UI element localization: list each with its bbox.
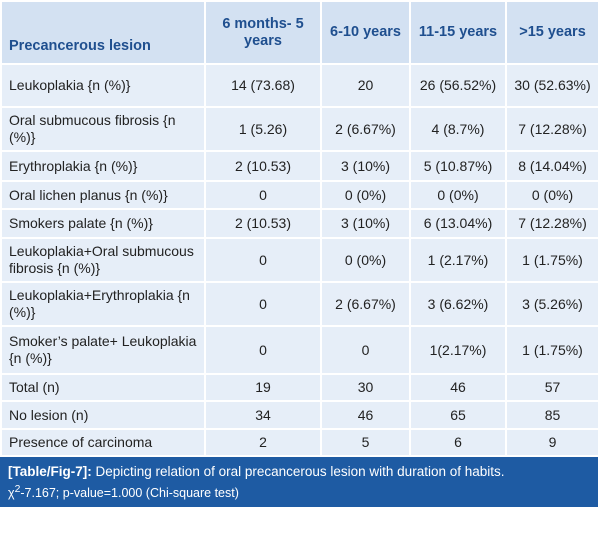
row-label: Leukoplakia {n (%)} <box>0 63 206 108</box>
cell: 8 (14.04%) <box>505 150 598 182</box>
cell: 2 (10.53) <box>204 208 322 239</box>
caption-text: Depicting relation of oral precancerous … <box>95 464 505 479</box>
cell: 4 (8.7%) <box>409 106 507 152</box>
table-row: Presence of carcinoma 2 5 6 9 <box>0 428 598 457</box>
table: Precancerous lesion 6 months- 5 years 6-10… <box>0 0 598 457</box>
cell: 34 <box>204 400 322 430</box>
row-label: Erythroplakia {n (%)} <box>0 150 206 182</box>
cell: 46 <box>320 400 411 430</box>
row-label: Presence of carcinoma <box>0 428 206 457</box>
cell: 46 <box>409 373 507 402</box>
cell: 6 (13.04%) <box>409 208 507 239</box>
cell: 3 (6.62%) <box>409 281 507 327</box>
cell: 1 (5.26) <box>204 106 322 152</box>
cell: 5 (10.87%) <box>409 150 507 182</box>
table-row: Leukoplakia+Erythroplakia {n (%)} 0 2 (6.6… <box>0 281 598 327</box>
cell: 20 <box>320 63 411 108</box>
cell: 1(2.17%) <box>409 325 507 375</box>
caption-stat: χ2-7.167; p-value=1.000 (Chi-square test… <box>8 484 239 501</box>
row-label: Oral lichen planus {n (%)} <box>0 180 206 210</box>
cell: 2 (10.53) <box>204 150 322 182</box>
caption: [Table/Fig-7]: Depicting relation of ora… <box>0 457 598 507</box>
cell: 0 <box>204 180 322 210</box>
cell: 2 (6.67%) <box>320 106 411 152</box>
cell: 0 <box>204 281 322 327</box>
cell: 1 (1.75%) <box>505 325 598 375</box>
cell: 85 <box>505 400 598 430</box>
cell: 2 <box>204 428 322 457</box>
cell: 0 (0%) <box>409 180 507 210</box>
cell: 3 (5.26%) <box>505 281 598 327</box>
table-row: Smoker’s palate+ Leukoplakia {n (%)} 0 0 1(… <box>0 325 598 375</box>
cell: 2 (6.67%) <box>320 281 411 327</box>
header-cell: 11-15 years <box>409 0 507 65</box>
cell: 0 (0%) <box>320 237 411 283</box>
row-label: Oral submucous fibrosis {n (%)} <box>0 106 206 152</box>
cell: 9 <box>505 428 598 457</box>
cell: 1 (2.17%) <box>409 237 507 283</box>
cell: 3 (10%) <box>320 150 411 182</box>
row-label: Smoker’s palate+ Leukoplakia {n (%)} <box>0 325 206 375</box>
table-row: Oral lichen planus {n (%)} 0 0 (0%) 0 (0%) 0… <box>0 180 598 210</box>
cell: 0 (0%) <box>320 180 411 210</box>
row-label: Smokers palate {n (%)} <box>0 208 206 239</box>
table-row: Smokers palate {n (%)} 2 (10.53) 3 (10%) 6 … <box>0 208 598 239</box>
cell: 30 <box>320 373 411 402</box>
header-cell: 6-10 years <box>320 0 411 65</box>
table-row: Leukoplakia+Oral submucous fibrosis {n (… <box>0 237 598 283</box>
cell: 1 (1.75%) <box>505 237 598 283</box>
cell: 0 (0%) <box>505 180 598 210</box>
header-cell: Precancerous lesion <box>0 0 206 65</box>
cell: 0 <box>320 325 411 375</box>
cell: 0 <box>204 237 322 283</box>
table-row: Leukoplakia {n (%)} 14 (73.68) 20 26 (56.52… <box>0 63 598 108</box>
cell: 0 <box>204 325 322 375</box>
cell: 6 <box>409 428 507 457</box>
cell: 5 <box>320 428 411 457</box>
row-label: Leukoplakia+Oral submucous fibrosis {n (… <box>0 237 206 283</box>
stat-text: -7.167; p-value=1.000 (Chi-square test) <box>20 486 239 501</box>
table-row: Erythroplakia {n (%)} 2 (10.53) 3 (10%) 5 (… <box>0 150 598 182</box>
cell: 57 <box>505 373 598 402</box>
header-row: Precancerous lesion 6 months- 5 years 6-10… <box>0 0 598 65</box>
cell: 7 (12.28%) <box>505 208 598 239</box>
caption-label: [Table/Fig-7]: <box>8 464 92 479</box>
stat-sup: 2 <box>14 484 21 495</box>
cell: 65 <box>409 400 507 430</box>
table-row: No lesion (n) 34 46 65 85 <box>0 400 598 430</box>
cell: 26 (56.52%) <box>409 63 507 108</box>
cell: 7 (12.28%) <box>505 106 598 152</box>
stat-symbol: χ <box>8 486 15 501</box>
row-label: Leukoplakia+Erythroplakia {n (%)} <box>0 281 206 327</box>
cell: 19 <box>204 373 322 402</box>
cell: 30 (52.63%) <box>505 63 598 108</box>
row-label: No lesion (n) <box>0 400 206 430</box>
cell: 3 (10%) <box>320 208 411 239</box>
header-cell: >15 years <box>505 0 598 65</box>
table-row: Oral submucous fibrosis {n (%)} 1 (5.26) 2… <box>0 106 598 152</box>
header-cell: 6 months- 5 years <box>204 0 322 65</box>
table-row: Total (n) 19 30 46 57 <box>0 373 598 402</box>
row-label: Total (n) <box>0 373 206 402</box>
cell: 14 (73.68) <box>204 63 322 108</box>
